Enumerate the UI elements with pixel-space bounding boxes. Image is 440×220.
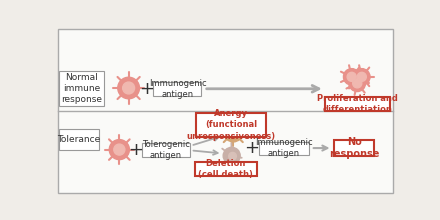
FancyBboxPatch shape [154,82,202,96]
Text: Anergy
(functional
unresponsiveness): Anergy (functional unresponsiveness) [187,109,275,141]
Circle shape [353,79,362,88]
Circle shape [344,69,360,85]
Circle shape [229,152,236,160]
Text: Normal
immune
response: Normal immune response [61,73,102,104]
Circle shape [353,69,370,85]
Text: +: + [128,141,143,159]
Circle shape [223,147,240,164]
Circle shape [228,128,238,138]
Text: No
response: No response [329,137,379,159]
Circle shape [114,144,125,155]
Text: Tolerance: Tolerance [57,135,101,144]
FancyBboxPatch shape [58,29,393,193]
Text: Proliferation and
differentiation: Proliferation and differentiation [317,94,398,114]
Text: Immunogenic
antigen: Immunogenic antigen [255,138,313,158]
Text: +: + [244,139,259,157]
Text: Immunogenic
antigen: Immunogenic antigen [149,79,206,99]
Text: +: + [139,80,154,98]
FancyBboxPatch shape [259,142,309,155]
FancyBboxPatch shape [196,114,266,136]
Text: Tolerogenic
antigen: Tolerogenic antigen [142,140,190,160]
Circle shape [349,75,366,92]
FancyBboxPatch shape [334,140,374,156]
FancyBboxPatch shape [325,97,390,111]
Circle shape [357,72,367,81]
Circle shape [109,139,129,160]
Circle shape [224,123,242,142]
FancyBboxPatch shape [194,162,257,176]
Circle shape [118,77,139,99]
Circle shape [123,82,135,94]
Text: Deletion
(cell death): Deletion (cell death) [198,159,253,179]
FancyBboxPatch shape [142,143,190,157]
FancyBboxPatch shape [59,71,104,106]
Circle shape [347,72,356,81]
FancyBboxPatch shape [59,129,99,150]
